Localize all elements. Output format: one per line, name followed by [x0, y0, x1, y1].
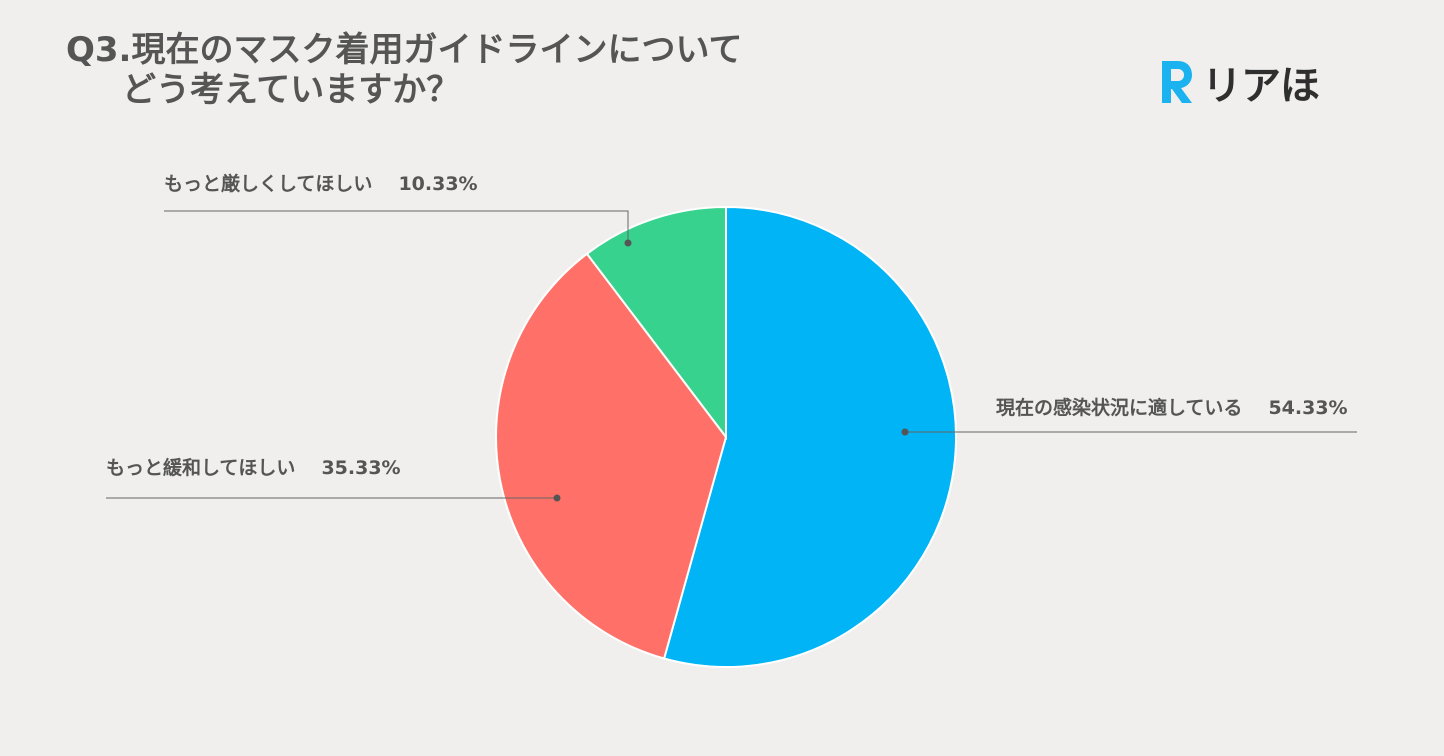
slice-label-3: もっと厳しくしてほしい 10.33% — [164, 172, 478, 195]
pie-slice-1 — [662, 205, 958, 668]
leader-dot-2 — [553, 494, 561, 502]
title-line-1: Q3.現在のマスク着用ガイドラインについて — [66, 30, 743, 70]
slice-label-name-3: もっと厳しくしてほしい — [164, 172, 372, 195]
pie-slices — [495, 205, 958, 668]
slice-label-name-1: 現在の感染状況に適している — [996, 396, 1242, 419]
slice-labels: 現在の感染状況に適している 54.33% もっと緩和してほしい 35.33% もっと厳し… — [106, 172, 1348, 479]
pie-slice-3 — [585, 205, 727, 440]
slice-label-percent-3: 10.33% — [398, 173, 477, 195]
chart-title: Q3.現在のマスク着用ガイドラインについて どう考えていますか？ — [66, 30, 742, 110]
slice-label-percent-2: 35.33% — [321, 457, 400, 479]
leader-line-3 — [164, 210, 629, 243]
pie-slice-2 — [495, 252, 728, 660]
slice-label-percent-1: 54.33% — [1268, 397, 1347, 419]
leader-lines — [106, 210, 1357, 502]
slice-label-2: もっと緩和してほしい 35.33% — [106, 456, 401, 479]
r-logo-icon — [1162, 61, 1192, 103]
slice-label-name-2: もっと緩和してほしい — [106, 456, 295, 479]
logo-text: リアほ — [1202, 63, 1320, 109]
brand-logo: リアほ — [1156, 56, 1320, 109]
leader-dot-1 — [901, 428, 909, 436]
slice-label-1: 現在の感染状況に適している 54.33% — [996, 396, 1348, 419]
title-line-2: どう考えていますか？ — [122, 70, 461, 110]
leader-dot-3 — [624, 239, 632, 247]
